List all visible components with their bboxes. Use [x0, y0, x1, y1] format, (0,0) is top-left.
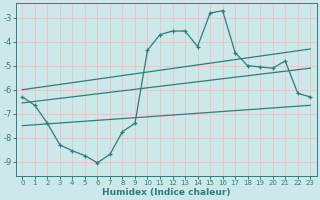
X-axis label: Humidex (Indice chaleur): Humidex (Indice chaleur) [102, 188, 230, 197]
